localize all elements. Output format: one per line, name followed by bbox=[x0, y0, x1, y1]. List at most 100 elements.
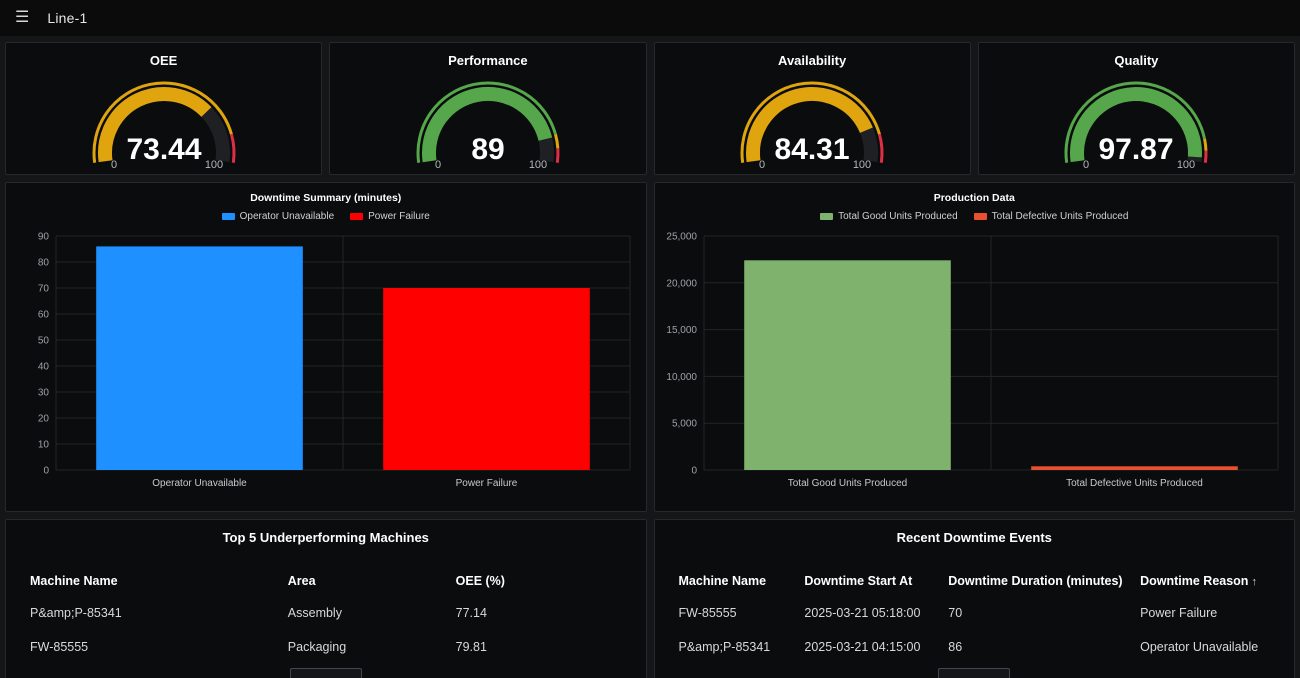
gauge-min-label: 0 bbox=[111, 159, 117, 171]
table-cell: 2025-03-21 05:18:00 bbox=[804, 605, 921, 620]
y-tick-label: 15,000 bbox=[667, 325, 698, 336]
table-cell: P&amp;P-85341 bbox=[30, 605, 122, 620]
gauge-min-label: 0 bbox=[1083, 159, 1089, 171]
performance-gauge: 89 0 100 bbox=[373, 75, 603, 174]
gauge-max-label: 100 bbox=[1177, 159, 1195, 171]
legend-label: Total Defective Units Produced bbox=[991, 211, 1129, 222]
table-cell: Power Failure bbox=[1140, 605, 1218, 620]
legend-item[interactable]: Operator Unavailable bbox=[221, 211, 334, 222]
table-cell: P&amp;P-85341 bbox=[678, 639, 771, 654]
gauge-max-label: 100 bbox=[204, 159, 222, 171]
table-row: FW-85555 Packaging 79.81 bbox=[26, 630, 626, 664]
column-header[interactable]: Machine Name bbox=[30, 573, 118, 588]
x-category-label: Total Good Units Produced bbox=[788, 478, 908, 489]
y-tick-label: 10 bbox=[38, 440, 50, 451]
panel-title: Quality bbox=[1114, 53, 1159, 68]
dashboard-body: OEE 73.44 0 100 Performance 89 0 100 Availab… bbox=[0, 36, 1300, 678]
legend-item[interactable]: Power Failure bbox=[350, 211, 430, 222]
underperforming-machines-table: Machine Name Area OEE (%) P&amp;P-85341 Asse… bbox=[26, 566, 626, 664]
legend-swatch bbox=[350, 213, 364, 220]
gauge-max-label: 100 bbox=[529, 159, 547, 171]
gauge-value: 84.31 bbox=[775, 133, 850, 166]
pagination[interactable] bbox=[938, 668, 1011, 678]
table-row: FW-85555 2025-03-21 05:18:00 70 Power Failu… bbox=[675, 596, 1275, 630]
gauge-value: 89 bbox=[471, 133, 504, 166]
gauge-panel-availability: Availability 84.31 0 100 bbox=[653, 42, 971, 175]
pagination[interactable] bbox=[289, 668, 362, 678]
column-header[interactable]: Downtime Duration (minutes) bbox=[948, 573, 1123, 588]
column-header[interactable]: Area bbox=[287, 573, 316, 588]
top-navbar: ☰ Line-1 bbox=[0, 0, 1300, 36]
table-cell: 79.81 bbox=[455, 639, 487, 654]
y-tick-label: 70 bbox=[38, 284, 50, 295]
sort-ascending-icon: ↑ bbox=[1251, 575, 1257, 588]
table-row: Top 5 Underperforming Machines Machine N… bbox=[5, 519, 1295, 678]
chart-legend: Total Good Units Produced Total Defective… bbox=[820, 211, 1128, 222]
panel-title: OEE bbox=[149, 53, 178, 68]
table-cell: FW-85555 bbox=[678, 605, 737, 620]
panel-title: Top 5 Underperforming Machines bbox=[222, 530, 429, 545]
y-tick-label: 0 bbox=[43, 466, 49, 477]
column-header[interactable]: Machine Name bbox=[678, 573, 767, 588]
column-header[interactable]: OEE (%) bbox=[455, 573, 505, 588]
oee-gauge: 73.44 0 100 bbox=[49, 75, 279, 174]
legend-swatch bbox=[221, 213, 235, 220]
y-tick-label: 30 bbox=[38, 388, 50, 399]
table-cell: Packaging bbox=[287, 639, 347, 654]
panel-title: Availability bbox=[778, 53, 847, 68]
x-category-label: Total Defective Units Produced bbox=[1066, 478, 1203, 489]
bar[interactable] bbox=[382, 288, 590, 470]
production-data-panel: Production Data Total Good Units Produce… bbox=[653, 182, 1295, 512]
panel-title: Downtime Summary (minutes) bbox=[250, 192, 402, 204]
panel-title: Production Data bbox=[933, 192, 1015, 204]
table-cell: Assembly bbox=[287, 605, 342, 620]
table-cell: 77.14 bbox=[455, 605, 487, 620]
bar[interactable] bbox=[1031, 466, 1239, 470]
table-cell: 70 bbox=[948, 605, 963, 620]
menu-icon[interactable]: ☰ bbox=[15, 9, 30, 26]
dashboard-title[interactable]: Line-1 bbox=[47, 10, 88, 26]
quality-gauge: 97.87 0 100 bbox=[1021, 75, 1251, 174]
downtime-bar-chart: 0 10 20 30 40 50 60 70 80 90 Operator Unavailable P… bbox=[12, 230, 640, 501]
underperforming-machines-panel: Top 5 Underperforming Machines Machine N… bbox=[5, 519, 647, 678]
y-tick-label: 50 bbox=[38, 336, 50, 347]
y-tick-label: 10,000 bbox=[667, 372, 698, 383]
y-tick-label: 60 bbox=[38, 310, 50, 321]
y-tick-label: 40 bbox=[38, 362, 50, 373]
panel-title: Performance bbox=[448, 53, 528, 68]
column-header[interactable]: Downtime Reason ↑ bbox=[1140, 573, 1257, 588]
chart-row: Downtime Summary (minutes) Operator Unav… bbox=[5, 182, 1295, 512]
gauge-arc: 73.44 0 100 bbox=[92, 81, 236, 171]
gauge-row: OEE 73.44 0 100 Performance 89 0 100 Availab… bbox=[5, 42, 1295, 175]
gauge-panel-oee: OEE 73.44 0 100 bbox=[5, 42, 323, 175]
y-tick-label: 90 bbox=[38, 232, 50, 243]
bar[interactable] bbox=[95, 246, 303, 470]
y-tick-label: 5,000 bbox=[672, 419, 697, 430]
table-cell: 2025-03-21 04:15:00 bbox=[804, 639, 921, 654]
table-cell: 86 bbox=[948, 639, 963, 654]
downtime-summary-panel: Downtime Summary (minutes) Operator Unav… bbox=[5, 182, 647, 512]
panel-title: Recent Downtime Events bbox=[896, 530, 1052, 545]
y-tick-label: 20 bbox=[38, 414, 50, 425]
legend-label: Power Failure bbox=[368, 211, 430, 222]
y-tick-label: 20,000 bbox=[667, 278, 698, 289]
table-header-row: Machine Name Area OEE (%) bbox=[26, 566, 626, 596]
table-row: P&amp;P-85341 Assembly 77.14 bbox=[26, 596, 626, 630]
gauge-panel-quality: Quality 97.87 0 100 bbox=[977, 42, 1295, 175]
gauge-min-label: 0 bbox=[435, 159, 441, 171]
legend-item[interactable]: Total Good Units Produced bbox=[820, 211, 958, 222]
legend-label: Total Good Units Produced bbox=[838, 211, 958, 222]
x-category-label: Power Failure bbox=[455, 478, 517, 489]
y-tick-label: 25,000 bbox=[667, 232, 698, 243]
table-row: P&amp;P-85341 2025-03-21 04:15:00 86 Operat… bbox=[675, 630, 1275, 664]
bar-chart-svg: 0 5,000 10,000 15,000 20,000 25,000 Total Good… bbox=[667, 232, 1279, 489]
column-header[interactable]: Downtime Start At bbox=[804, 573, 913, 588]
gauge-arc: 89 0 100 bbox=[416, 81, 560, 171]
chart-legend: Operator Unavailable Power Failure bbox=[221, 211, 430, 222]
bar[interactable] bbox=[744, 260, 952, 470]
table-header-row: Machine Name Downtime Start At Downtime Du… bbox=[675, 566, 1275, 596]
bar-chart-svg: 0 10 20 30 40 50 60 70 80 90 Operator Unavailable P… bbox=[38, 232, 631, 489]
gauge-panel-performance: Performance 89 0 100 bbox=[329, 42, 647, 175]
gauge-value: 73.44 bbox=[126, 133, 201, 166]
legend-item[interactable]: Total Defective Units Produced bbox=[973, 211, 1129, 222]
